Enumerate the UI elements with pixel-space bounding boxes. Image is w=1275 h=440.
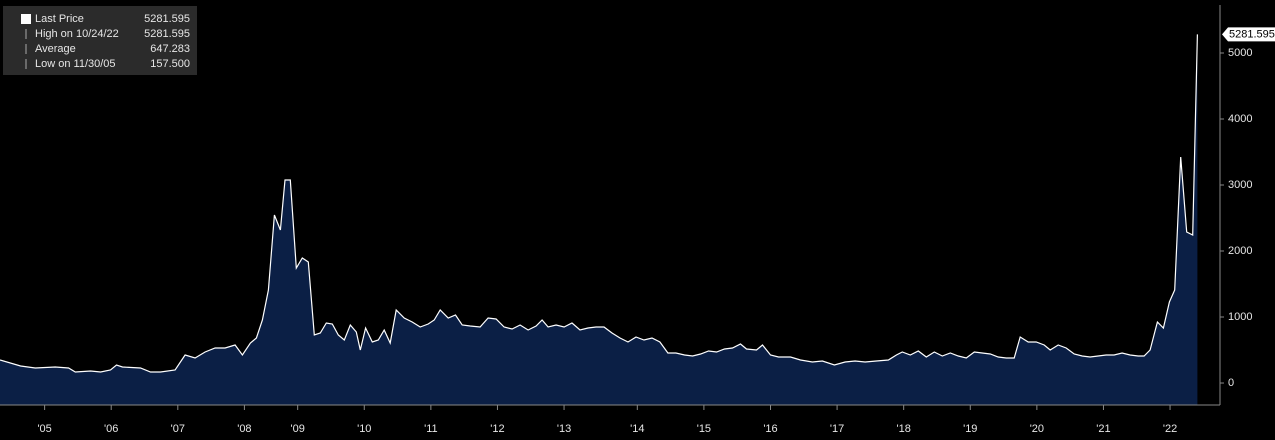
legend-swatch bbox=[21, 14, 31, 24]
y-tick-label: 4000 bbox=[1228, 113, 1252, 125]
y-tick-label: 0 bbox=[1228, 377, 1234, 389]
x-tick-label: '20 bbox=[1030, 423, 1044, 435]
legend-value: 5281.595 bbox=[144, 13, 190, 25]
x-tick-label: '22 bbox=[1163, 423, 1177, 435]
legend-label: Low on 11/30/05 bbox=[35, 58, 116, 70]
x-tick-label: '21 bbox=[1096, 423, 1110, 435]
y-tick-label: 5000 bbox=[1228, 47, 1252, 59]
x-tick-label: '07 bbox=[171, 423, 185, 435]
x-tick-label: '19 bbox=[963, 423, 977, 435]
line bbox=[0, 34, 1198, 373]
legend-label: Last Price bbox=[35, 13, 84, 25]
legend-box bbox=[3, 6, 197, 75]
legend-label: High on 10/24/22 bbox=[35, 28, 119, 40]
legend-value: 157.500 bbox=[150, 58, 190, 70]
legend-label: Average bbox=[35, 43, 76, 55]
y-tick-label: 2000 bbox=[1228, 245, 1252, 257]
axes: 5281.595 0 1000 2000 3000 4000 5000 '05 '06 '07 '0… bbox=[0, 5, 1275, 435]
y-tick-label: 1000 bbox=[1228, 311, 1252, 323]
x-tick-label: '17 bbox=[830, 423, 844, 435]
last-price-tag bbox=[1222, 27, 1275, 42]
x-tick-label: '08 bbox=[237, 423, 251, 435]
x-tick-label: '18 bbox=[897, 423, 911, 435]
area bbox=[0, 34, 1198, 406]
x-tick-label: '10 bbox=[357, 423, 371, 435]
x-tick-label: '11 bbox=[424, 423, 438, 435]
x-tick-label: '15 bbox=[697, 423, 711, 435]
x-tick-label: '12 bbox=[490, 423, 504, 435]
plot bbox=[0, 34, 1198, 406]
x-tick-label: '09 bbox=[291, 423, 305, 435]
legend-value: 647.283 bbox=[150, 43, 190, 55]
x-tick-label: '13 bbox=[557, 423, 571, 435]
legend: Last Price 5281.595 High on 10/24/22 5281.5… bbox=[3, 6, 197, 75]
last-price-label: 5281.595 bbox=[1229, 28, 1275, 40]
y-tick-label: 3000 bbox=[1228, 179, 1252, 191]
x-tick-label: '16 bbox=[763, 423, 777, 435]
legend-value: 5281.595 bbox=[144, 28, 190, 40]
x-tick-label: '06 bbox=[104, 423, 118, 435]
x-tick-label: '05 bbox=[37, 423, 51, 435]
x-tick-label: '14 bbox=[630, 423, 644, 435]
